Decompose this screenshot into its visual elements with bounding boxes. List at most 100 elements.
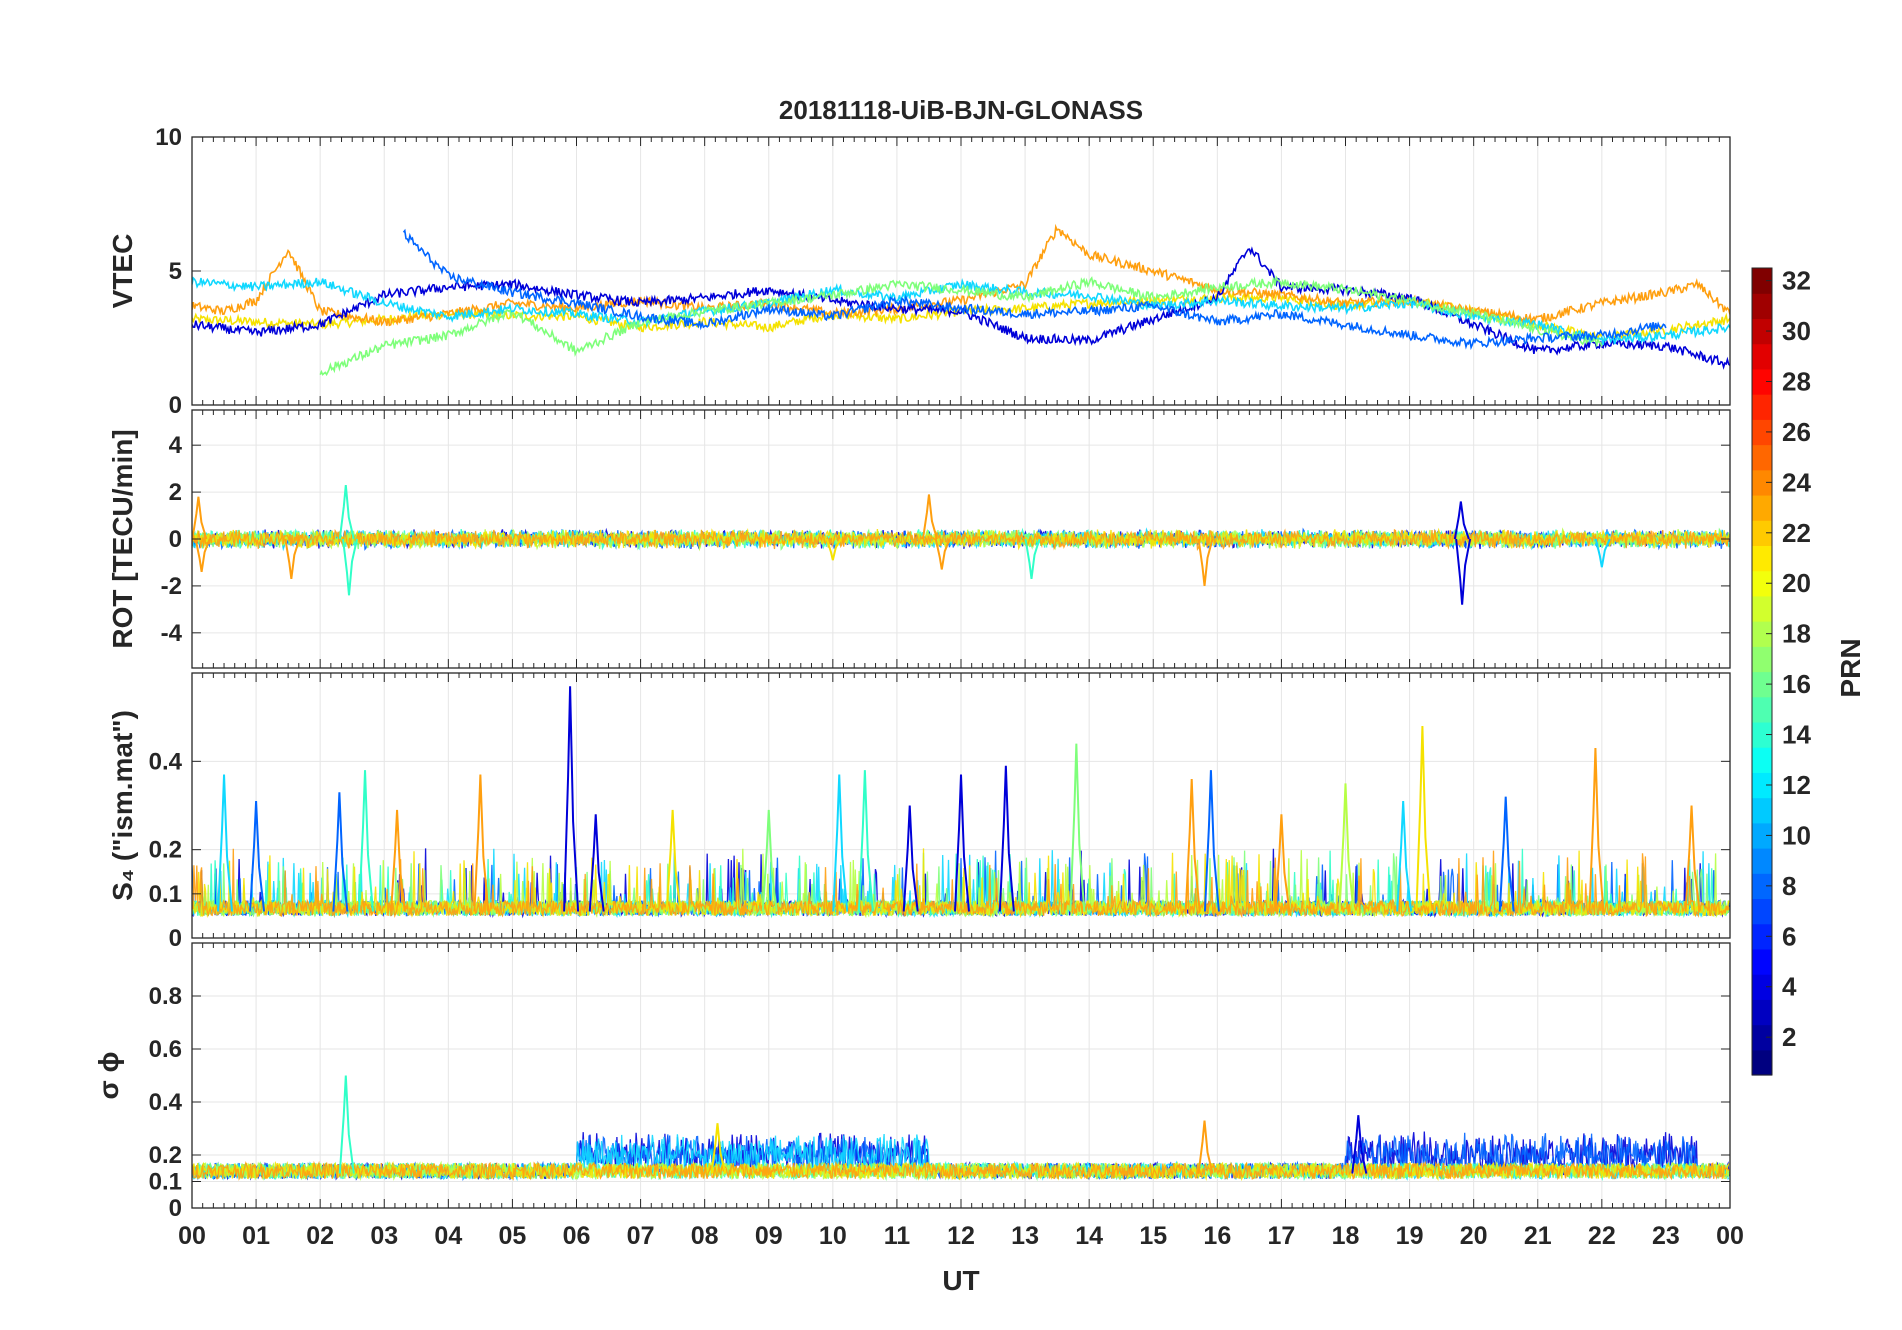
peak-mark: [1396, 801, 1413, 912]
x-tick-label: 10: [819, 1222, 847, 1250]
peak-mark: [473, 774, 490, 912]
x-tick-label: 18: [1332, 1222, 1360, 1250]
colorbar-tick-label: 12: [1782, 770, 1811, 800]
x-tick-label: 22: [1588, 1222, 1616, 1250]
x-tick-label: 19: [1396, 1222, 1424, 1250]
noise-trace: [192, 528, 1730, 551]
y-tick-label: 0: [169, 392, 182, 419]
peak-mark: [332, 792, 349, 912]
colorbar-tick-label: 6: [1782, 921, 1796, 951]
rot-spike: [192, 496, 208, 540]
x-tick-label: 03: [370, 1222, 398, 1250]
peak-mark: [710, 1123, 727, 1174]
x-tick-label: 17: [1268, 1222, 1296, 1250]
vtec-series-prn-16: [319, 275, 1603, 377]
colorbar-tick-label: 32: [1782, 266, 1811, 296]
x-tick-label: 20: [1460, 1222, 1488, 1250]
x-tick-label: 00: [1716, 1222, 1744, 1250]
peak-mark: [1415, 725, 1432, 912]
colorbar-tick-label: 24: [1782, 467, 1811, 497]
rot-spike: [934, 538, 951, 570]
colorbar-box: [1751, 267, 1773, 1076]
colorbar-segment: [1752, 268, 1772, 294]
colorbar-tick-label: 28: [1782, 366, 1811, 396]
x-tick-label: 08: [691, 1222, 719, 1250]
colorbar-tick-label: 14: [1782, 720, 1811, 750]
peak-mark: [217, 774, 234, 912]
colorbar-tick-label: 2: [1782, 1022, 1796, 1052]
peak-mark: [1338, 783, 1355, 912]
y-tick-label: -2: [161, 573, 182, 600]
y-tick-label: 0: [169, 526, 182, 553]
y-tick-label: 0.1: [149, 1169, 182, 1196]
panel-4: 00.10.2 0.4 0.6 0.8 σ ϕ 00 01 02 03 04 05 06 07 08 09 1…: [93, 942, 1744, 1250]
colorbar-segment: [1752, 898, 1772, 925]
peak-mark: [998, 765, 1015, 912]
colorbar-segment: [1752, 873, 1772, 900]
plot-area: [192, 1075, 1730, 1182]
chart-title: 20181118-UiB-BJN-GLONASS: [779, 95, 1143, 125]
rot-spike: [342, 538, 358, 596]
y-tick-label: 0: [169, 1195, 182, 1222]
colorbar-segment: [1752, 368, 1772, 395]
peak-mark: [390, 809, 407, 912]
noise-trace: [192, 848, 1730, 919]
y-tick-label: 0.2: [149, 1142, 182, 1169]
peak-mark: [954, 774, 970, 912]
rot-spike: [1197, 538, 1214, 587]
colorbar-segment: [1752, 671, 1772, 698]
peak-mark: [1351, 1115, 1368, 1174]
rot-spike: [284, 538, 301, 579]
rot-spike: [1024, 538, 1041, 579]
peak-mark: [761, 809, 778, 912]
peak-mark: [588, 814, 605, 912]
peak-mark: [1069, 743, 1086, 912]
peak-mark: [1498, 796, 1515, 912]
colorbar-tick-label: 18: [1782, 619, 1811, 649]
colorbar-tick-label: 20: [1782, 568, 1811, 598]
colorbar-segment: [1752, 747, 1772, 773]
panel-2: -4 -2 0 2 4 ROT [TECU/min]: [107, 409, 1731, 669]
x-tick-label: 15: [1139, 1222, 1167, 1250]
colorbar-segment: [1752, 696, 1772, 723]
colorbar-segment: [1752, 974, 1772, 1000]
y-tick-label: -4: [161, 620, 183, 647]
colorbar-segment: [1752, 621, 1772, 647]
vtec-series-prn-23: [192, 223, 1730, 327]
y-tick-label: 0.4: [149, 748, 183, 775]
colorbar-segment: [1752, 848, 1772, 874]
peak-mark: [857, 770, 874, 912]
noise-trace: [192, 1160, 1730, 1182]
rot-spike: [921, 494, 938, 540]
colorbar-segment: [1752, 948, 1772, 975]
x-tick-label: 04: [434, 1222, 462, 1250]
colorbar-segment: [1752, 343, 1772, 370]
x-tick-label: 06: [563, 1222, 591, 1250]
colorbar-tick-label: 26: [1782, 417, 1811, 447]
y-tick-label: 0.1: [149, 881, 182, 908]
y-axis-label: VTEC: [107, 234, 138, 309]
x-tick-label: 09: [755, 1222, 783, 1250]
y-tick-label: 0.8: [149, 983, 182, 1010]
vtec-series-prn-4: [192, 246, 1730, 370]
x-tick-label: 11: [884, 1222, 911, 1250]
colorbar-segment: [1752, 721, 1772, 748]
colorbar-segment: [1752, 494, 1772, 521]
colorbar-segment: [1752, 923, 1772, 950]
rot-spike: [194, 538, 211, 572]
rot-spike: [1594, 538, 1611, 568]
vtec-series-prn-12: [192, 276, 1730, 345]
x-tick-label: 21: [1524, 1222, 1552, 1250]
peak-mark: [832, 774, 849, 912]
y-axis-label: σ ϕ: [93, 1052, 124, 1100]
plot-area: [192, 223, 1730, 377]
colorbar-tick-label: 30: [1782, 316, 1811, 346]
x-tick-label: 23: [1652, 1222, 1680, 1250]
peak-mark: [1203, 770, 1220, 912]
peak-mark: [358, 770, 375, 912]
colorbar-segment: [1752, 772, 1772, 799]
peak-mark: [1197, 1120, 1214, 1174]
